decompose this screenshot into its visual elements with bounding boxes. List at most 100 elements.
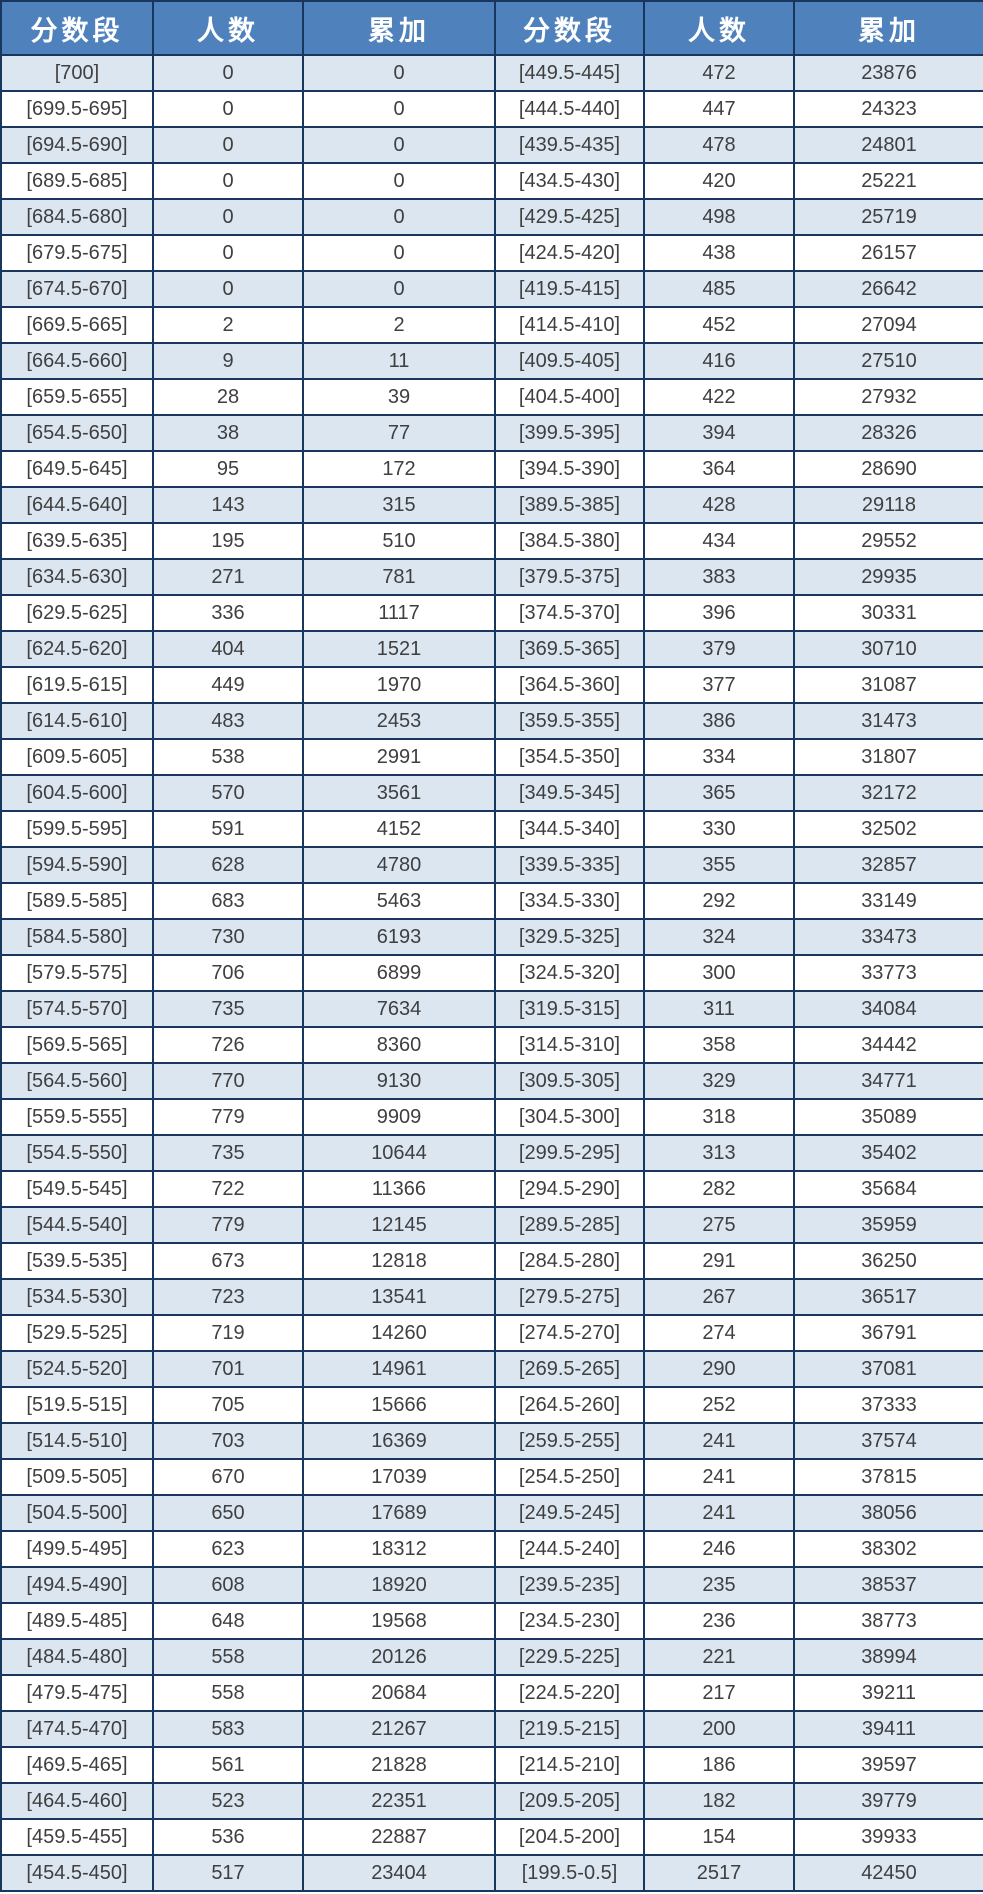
cumulative-cell: 37574	[793, 1422, 983, 1460]
count-cell: 182	[643, 1782, 795, 1820]
score-range-cell: [464.5-460]	[0, 1782, 154, 1820]
cumulative-cell: 39211	[793, 1674, 983, 1712]
header-score-range-right: 分数段	[494, 0, 645, 56]
count-cell: 9	[152, 342, 304, 380]
score-range-cell: [294.5-290]	[494, 1170, 645, 1208]
cumulative-cell: 27094	[793, 306, 983, 344]
count-cell: 364	[643, 450, 795, 488]
cumulative-cell: 8360	[302, 1026, 496, 1064]
count-cell: 434	[643, 522, 795, 560]
table-row: [489.5-485] 648 19568 [234.5-230] 236 38773	[0, 1602, 983, 1640]
table-row: [694.5-690] 0 0 [439.5-435] 478 24801	[0, 126, 983, 164]
cumulative-cell: 24801	[793, 126, 983, 164]
score-range-cell: [374.5-370]	[494, 594, 645, 632]
cumulative-cell: 22351	[302, 1782, 496, 1820]
table-row: [524.5-520] 701 14961 [269.5-265] 290 37081	[0, 1350, 983, 1388]
count-cell: 517	[152, 1854, 304, 1892]
cumulative-cell: 32502	[793, 810, 983, 848]
count-cell: 28	[152, 378, 304, 416]
count-cell: 730	[152, 918, 304, 956]
score-range-cell: [539.5-535]	[0, 1242, 154, 1280]
score-range-cell: [609.5-605]	[0, 738, 154, 776]
cumulative-cell: 3561	[302, 774, 496, 812]
cumulative-cell: 315	[302, 486, 496, 524]
count-cell: 241	[643, 1494, 795, 1532]
table-row: [579.5-575] 706 6899 [324.5-320] 300 33773	[0, 954, 983, 992]
table-row: [499.5-495] 623 18312 [244.5-240] 246 38302	[0, 1530, 983, 1568]
count-cell: 200	[643, 1710, 795, 1748]
table-row: [644.5-640] 143 315 [389.5-385] 428 29118	[0, 486, 983, 524]
count-cell: 2	[152, 306, 304, 344]
cumulative-cell: 32172	[793, 774, 983, 812]
count-cell: 703	[152, 1422, 304, 1460]
cumulative-cell: 36250	[793, 1242, 983, 1280]
cumulative-cell: 0	[302, 270, 496, 308]
cumulative-cell: 12818	[302, 1242, 496, 1280]
table-row: [679.5-675] 0 0 [424.5-420] 438 26157	[0, 234, 983, 272]
score-range-cell: [349.5-345]	[494, 774, 645, 812]
cumulative-cell: 29935	[793, 558, 983, 596]
count-cell: 483	[152, 702, 304, 740]
count-cell: 195	[152, 522, 304, 560]
score-range-cell: [209.5-205]	[494, 1782, 645, 1820]
score-range-cell: [319.5-315]	[494, 990, 645, 1028]
table-header-row: 分数段 人数 累加 分数段 人数 累加	[0, 0, 983, 56]
table-row: [564.5-560] 770 9130 [309.5-305] 329 34771	[0, 1062, 983, 1100]
table-row: [454.5-450] 517 23404 [199.5-0.5] 2517 42450	[0, 1854, 983, 1892]
cumulative-cell: 27932	[793, 378, 983, 416]
table-row: [684.5-680] 0 0 [429.5-425] 498 25719	[0, 198, 983, 236]
cumulative-cell: 10644	[302, 1134, 496, 1172]
score-range-cell: [404.5-400]	[494, 378, 645, 416]
table-row: [599.5-595] 591 4152 [344.5-340] 330 32502	[0, 810, 983, 848]
cumulative-cell: 37815	[793, 1458, 983, 1496]
cumulative-cell: 38773	[793, 1602, 983, 1640]
table-row: [669.5-665] 2 2 [414.5-410] 452 27094	[0, 306, 983, 344]
cumulative-cell: 37333	[793, 1386, 983, 1424]
table-row: [509.5-505] 670 17039 [254.5-250] 241 37815	[0, 1458, 983, 1496]
table-row: [554.5-550] 735 10644 [299.5-295] 313 35402	[0, 1134, 983, 1172]
score-range-cell: [509.5-505]	[0, 1458, 154, 1496]
count-cell: 416	[643, 342, 795, 380]
table-row: [469.5-465] 561 21828 [214.5-210] 186 39597	[0, 1746, 983, 1784]
cumulative-cell: 21267	[302, 1710, 496, 1748]
cumulative-cell: 34771	[793, 1062, 983, 1100]
score-range-cell: [434.5-430]	[494, 162, 645, 200]
score-range-cell: [199.5-0.5]	[494, 1854, 645, 1892]
cumulative-cell: 30331	[793, 594, 983, 632]
cumulative-cell: 27510	[793, 342, 983, 380]
cumulative-cell: 1970	[302, 666, 496, 704]
cumulative-cell: 17689	[302, 1494, 496, 1532]
count-cell: 683	[152, 882, 304, 920]
score-range-cell: [264.5-260]	[494, 1386, 645, 1424]
cumulative-cell: 33149	[793, 882, 983, 920]
score-range-cell: [689.5-685]	[0, 162, 154, 200]
count-cell: 452	[643, 306, 795, 344]
cumulative-cell: 77	[302, 414, 496, 452]
count-cell: 394	[643, 414, 795, 452]
score-range-cell: [604.5-600]	[0, 774, 154, 812]
cumulative-cell: 0	[302, 234, 496, 272]
count-cell: 154	[643, 1818, 795, 1856]
score-range-cell: [359.5-355]	[494, 702, 645, 740]
score-range-cell: [504.5-500]	[0, 1494, 154, 1532]
count-cell: 271	[152, 558, 304, 596]
score-range-cell: [679.5-675]	[0, 234, 154, 272]
cumulative-cell: 35402	[793, 1134, 983, 1172]
score-range-cell: [594.5-590]	[0, 846, 154, 884]
score-range-cell: [284.5-280]	[494, 1242, 645, 1280]
table-row: [549.5-545] 722 11366 [294.5-290] 282 35684	[0, 1170, 983, 1208]
cumulative-cell: 18312	[302, 1530, 496, 1568]
cumulative-cell: 0	[302, 54, 496, 92]
count-cell: 623	[152, 1530, 304, 1568]
table-row: [659.5-655] 28 39 [404.5-400] 422 27932	[0, 378, 983, 416]
score-range-cell: [389.5-385]	[494, 486, 645, 524]
table-row: [700] 0 0 [449.5-445] 472 23876	[0, 54, 983, 92]
score-range-cell: [659.5-655]	[0, 378, 154, 416]
count-cell: 650	[152, 1494, 304, 1532]
cumulative-cell: 20126	[302, 1638, 496, 1676]
cumulative-cell: 23404	[302, 1854, 496, 1892]
cumulative-cell: 6899	[302, 954, 496, 992]
score-range-cell: [644.5-640]	[0, 486, 154, 524]
count-cell: 735	[152, 990, 304, 1028]
count-cell: 143	[152, 486, 304, 524]
